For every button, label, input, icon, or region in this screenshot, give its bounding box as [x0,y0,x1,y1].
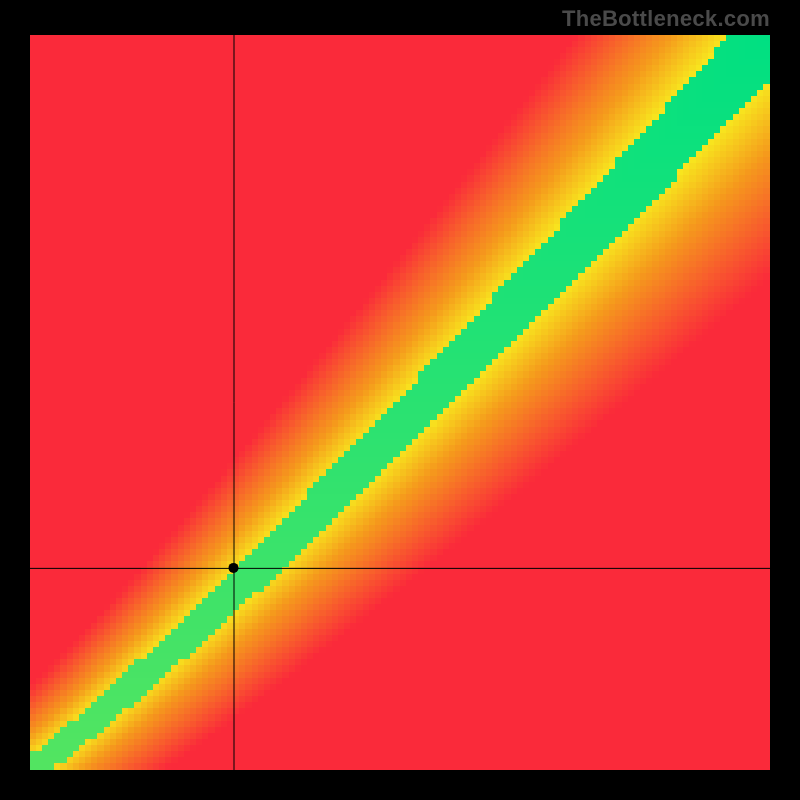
heatmap-canvas [30,35,770,770]
plot-area [30,35,770,770]
figure-root: { "watermark": { "text": "TheBottleneck.… [0,0,800,800]
watermark-text: TheBottleneck.com [562,6,770,32]
